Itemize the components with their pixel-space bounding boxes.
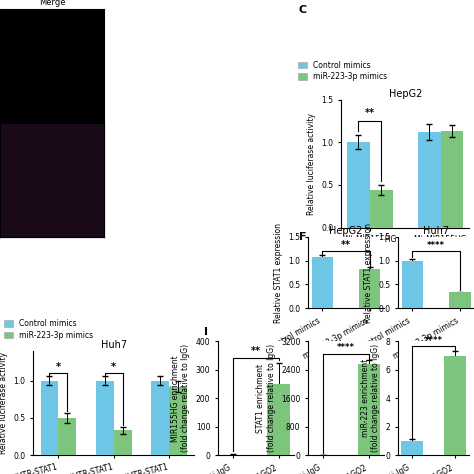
Text: **: ** bbox=[251, 346, 261, 356]
Y-axis label: MIR155HG enrichment
(fold change relative to IgG): MIR155HG enrichment (fold change relativ… bbox=[171, 344, 190, 452]
Y-axis label: STAT1 enrichment
(fold change relative to IgG): STAT1 enrichment (fold change relative t… bbox=[256, 344, 275, 452]
Bar bbox=[445, 356, 466, 455]
Bar bbox=[449, 292, 471, 308]
Y-axis label: Relative STAT1 expression: Relative STAT1 expression bbox=[364, 223, 373, 322]
Bar bbox=[169, 386, 187, 455]
Y-axis label: Relative luciferase activity: Relative luciferase activity bbox=[0, 352, 8, 454]
Title: Huh7: Huh7 bbox=[100, 340, 127, 350]
Y-axis label: Relative luciferase activity: Relative luciferase activity bbox=[307, 112, 316, 215]
Bar bbox=[347, 142, 370, 228]
Bar bbox=[418, 132, 441, 228]
Text: **: ** bbox=[341, 240, 351, 250]
Bar bbox=[357, 365, 381, 455]
Bar bbox=[114, 430, 131, 455]
Text: Merge: Merge bbox=[39, 0, 65, 7]
Bar bbox=[370, 190, 392, 228]
Text: ****: **** bbox=[425, 336, 443, 345]
Bar bbox=[96, 381, 114, 455]
Title: Huh7: Huh7 bbox=[423, 226, 449, 236]
Bar bbox=[267, 384, 291, 455]
Text: **: ** bbox=[365, 109, 375, 118]
Text: ****: **** bbox=[427, 241, 445, 250]
Bar bbox=[401, 441, 423, 455]
Y-axis label: Relative STAT1 expression: Relative STAT1 expression bbox=[274, 223, 283, 322]
Bar bbox=[441, 131, 464, 228]
Bar bbox=[58, 418, 76, 455]
Text: F: F bbox=[299, 232, 306, 242]
Text: ****: **** bbox=[337, 343, 355, 352]
Title: HepG2: HepG2 bbox=[329, 226, 363, 236]
Legend: Control mimics, miR-223-3p mimics: Control mimics, miR-223-3p mimics bbox=[298, 61, 387, 81]
Legend: Control mimics, miR-223-3p mimics: Control mimics, miR-223-3p mimics bbox=[4, 319, 93, 339]
Y-axis label: miR-223 enrichment
(fold change relative to IgG): miR-223 enrichment (fold change relative… bbox=[361, 344, 380, 452]
Bar bbox=[152, 381, 169, 455]
Text: I: I bbox=[204, 327, 208, 337]
Text: *: * bbox=[111, 362, 116, 373]
Bar bbox=[40, 381, 58, 455]
Bar bbox=[401, 261, 423, 308]
Bar bbox=[359, 269, 381, 308]
Bar bbox=[311, 257, 333, 308]
Title: HepG2: HepG2 bbox=[389, 89, 422, 99]
Text: C: C bbox=[299, 5, 307, 15]
Text: *: * bbox=[56, 362, 61, 373]
